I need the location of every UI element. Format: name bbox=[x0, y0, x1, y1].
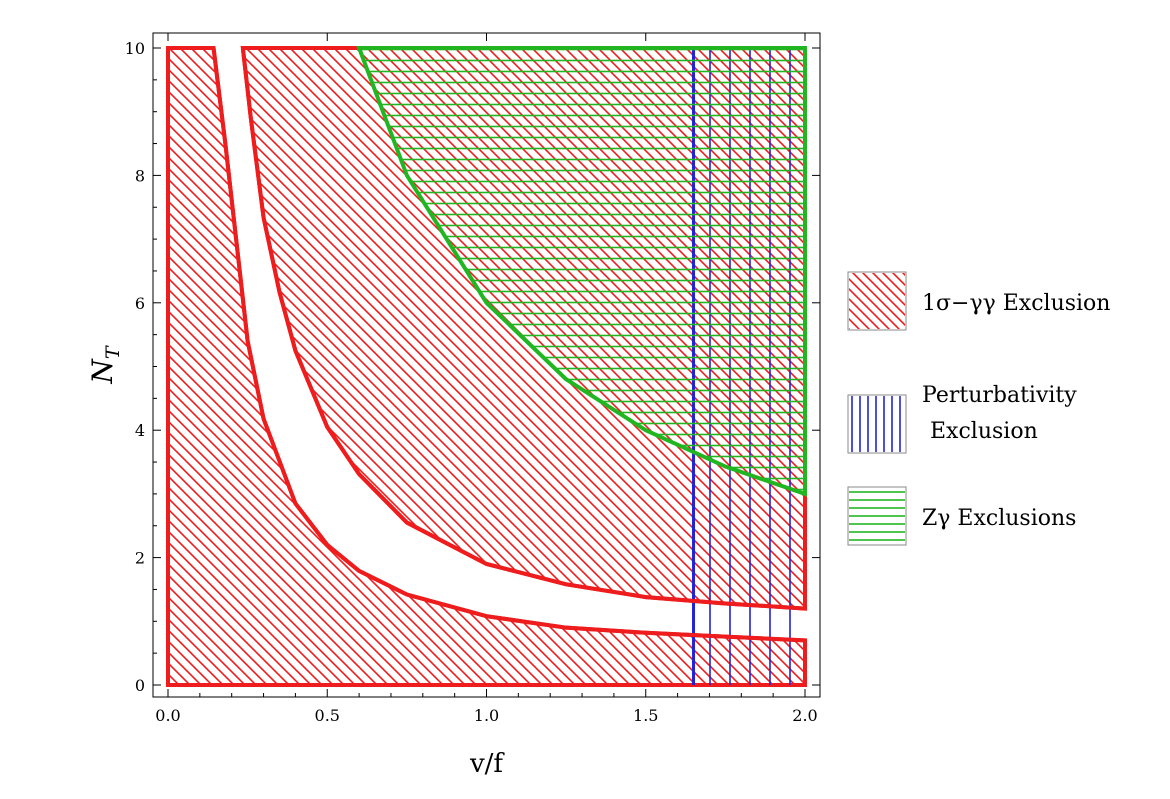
y-tick-label: 10 bbox=[125, 39, 145, 58]
legend-label-perturbativity: Perturbativity bbox=[922, 383, 1077, 408]
axes: 0.0 0.5 1.0 1.5 2.0 0 2 4 6 8 10 bbox=[125, 33, 820, 725]
x-tick-label: 0.0 bbox=[155, 706, 180, 725]
y-tick-label: 2 bbox=[135, 549, 145, 568]
legend-swatch-perturbativity bbox=[847, 394, 907, 454]
x-axis-title: v/f bbox=[469, 749, 505, 779]
x-tick-label: 2.0 bbox=[792, 706, 817, 725]
y-tick-label: 4 bbox=[135, 421, 145, 440]
gg-lower-boundary-curve bbox=[211, 47, 806, 643]
x-tick-label: 0.5 bbox=[315, 706, 340, 725]
x-tick-label: 1.5 bbox=[633, 706, 658, 725]
y-tick-label: 6 bbox=[135, 294, 145, 313]
legend-swatch-z-gamma bbox=[847, 486, 907, 546]
y-axis-title-main: N bbox=[86, 358, 119, 385]
legend-swatch-gamma-gamma bbox=[847, 271, 907, 331]
y-tick-label: 8 bbox=[135, 166, 145, 185]
gg-upper-boundary-curve bbox=[240, 47, 806, 611]
y-axis-title: NT bbox=[86, 345, 124, 385]
legend-label-z-gamma: Zγ Exclusions bbox=[922, 506, 1076, 531]
legend: 1σ−γγ Exclusion Perturbativity Exclusion Zγ… bbox=[847, 271, 1110, 546]
legend-label-gamma-gamma: 1σ−γγ Exclusion bbox=[922, 291, 1110, 316]
x-tick-label: 1.0 bbox=[474, 706, 499, 725]
y-tick-label: 0 bbox=[135, 676, 145, 695]
exclusion-regions bbox=[166, 46, 807, 687]
y-axis-title-subscript: T bbox=[102, 345, 124, 359]
legend-label-perturbativity-line2: Exclusion bbox=[930, 419, 1038, 444]
z-gamma-exclusion-region bbox=[356, 46, 807, 497]
